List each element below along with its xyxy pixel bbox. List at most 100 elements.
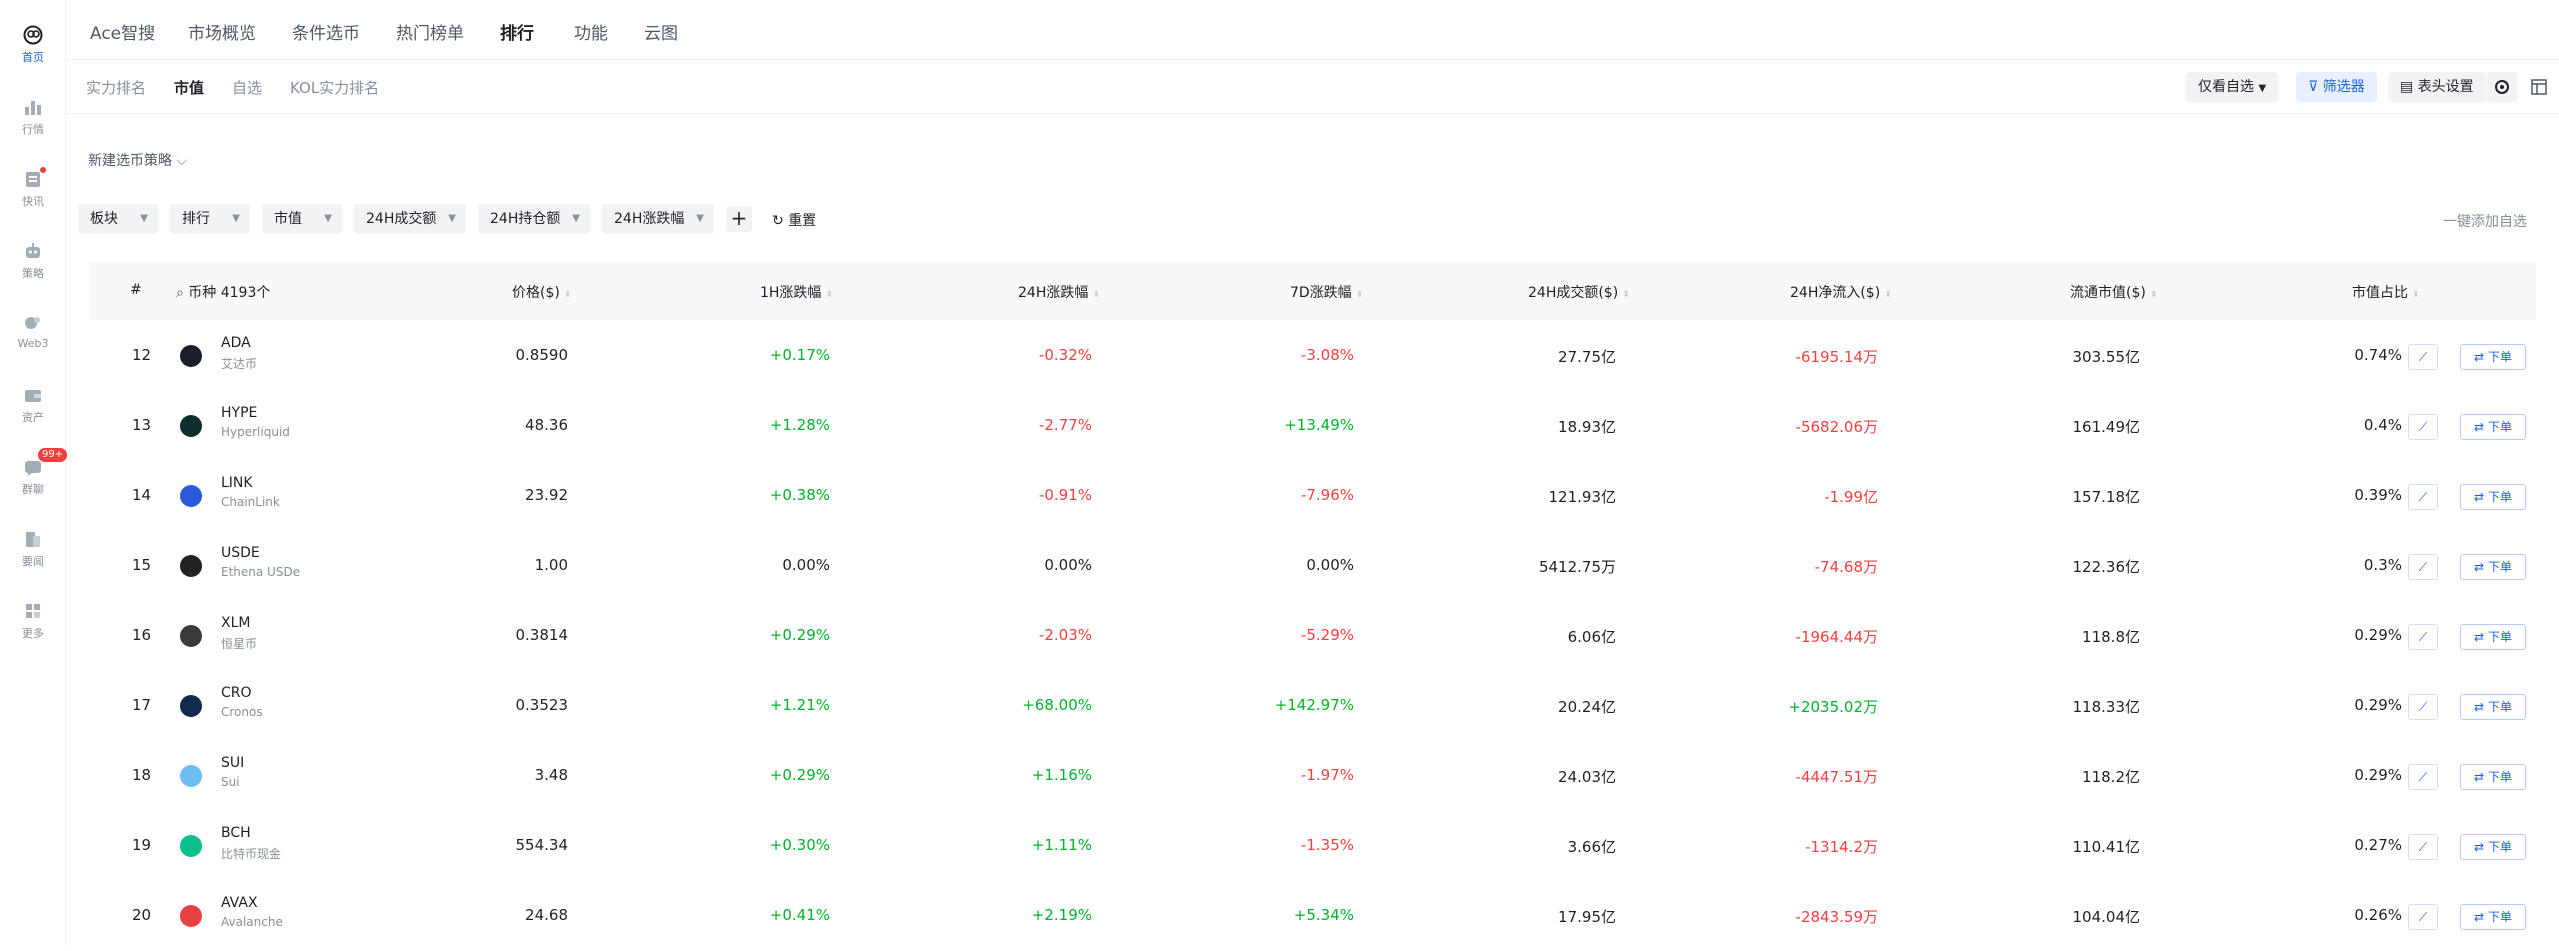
- place-order-button[interactable]: ⇄ 下单: [2460, 764, 2526, 790]
- coin-symbol[interactable]: USDE: [221, 545, 260, 561]
- tab-strength-ranking[interactable]: 实力排名: [86, 79, 147, 97]
- col-1h-change[interactable]: 1H涨跌幅 ⬍: [760, 282, 833, 302]
- filter-rank[interactable]: 排行 ▼: [170, 204, 250, 234]
- place-order-button[interactable]: ⇄ 下单: [2460, 624, 2526, 650]
- rank-cell: 17: [132, 696, 152, 714]
- trend-icon: ⟋: [2418, 840, 2428, 854]
- tab-watchlist[interactable]: 自选: [232, 79, 263, 97]
- place-order-button[interactable]: ⇄ 下单: [2460, 484, 2526, 510]
- col-24h-change[interactable]: 24H涨跌幅 ⬍: [1018, 282, 1100, 302]
- caret-down-icon: ▼: [232, 213, 240, 224]
- col-24h-volume[interactable]: 24H成交额($) ⬍: [1528, 282, 1630, 302]
- nav-hot-lists[interactable]: 热门榜单: [396, 24, 464, 44]
- rail-headlines[interactable]: 要闻: [0, 528, 66, 569]
- place-order-button[interactable]: ⇄ 下单: [2460, 834, 2526, 860]
- settings-button[interactable]: [2487, 72, 2517, 102]
- layout-button[interactable]: [2524, 72, 2554, 102]
- tab-market-cap[interactable]: 市值: [174, 79, 205, 97]
- rail-strategy[interactable]: 策略: [0, 240, 66, 281]
- coin-symbol[interactable]: XLM: [221, 615, 251, 631]
- trend-chart-button[interactable]: ⟋: [2408, 484, 2438, 510]
- coin-symbol[interactable]: LINK: [221, 475, 253, 491]
- trend-chart-button[interactable]: ⟋: [2408, 554, 2438, 580]
- order-label: 下单: [2487, 560, 2512, 574]
- table-row[interactable]: 13 HYPE Hyperliquid 48.36 +1.28% -2.77% +13.49…: [90, 391, 2536, 461]
- col-mcap-share[interactable]: 市值占比 ⬍: [2352, 282, 2420, 302]
- place-order-button[interactable]: ⇄ 下单: [2460, 414, 2526, 440]
- trend-chart-button[interactable]: ⟋: [2408, 624, 2438, 650]
- nav-ranking[interactable]: 排行: [500, 24, 534, 44]
- new-strategy-dropdown[interactable]: 新建选币策略 ⌵: [88, 150, 187, 170]
- rail-assets[interactable]: 资产: [0, 384, 66, 425]
- table-row[interactable]: 20 AVAX Avalanche 24.68 +0.41% +2.19% +5.34% 17…: [90, 881, 2536, 951]
- rail-more[interactable]: 更多: [0, 600, 66, 641]
- inflow-cell: -74.68万: [1814, 558, 1878, 576]
- order-label: 下单: [2487, 700, 2512, 714]
- change-1h-cell: 0.00%: [782, 556, 830, 574]
- coin-symbol[interactable]: CRO: [221, 685, 252, 701]
- table-row[interactable]: 12 ADA 艾达币 0.8590 +0.17% -0.32% -3.08% 27.75亿 -6…: [90, 321, 2536, 391]
- header-settings-button[interactable]: ▤ 表头设置: [2388, 72, 2486, 102]
- rail-chat[interactable]: 99+ 群聊: [0, 448, 68, 497]
- nav-condition-picker[interactable]: 条件选币: [292, 24, 360, 44]
- add-all-watchlist-button[interactable]: 一键添加自选: [2443, 214, 2527, 230]
- change-7d-cell: -3.08%: [1300, 346, 1354, 364]
- coin-symbol[interactable]: AVAX: [221, 895, 258, 911]
- col-price[interactable]: 价格($) ⬍: [512, 282, 571, 302]
- reset-button[interactable]: ↻ 重置: [772, 210, 816, 230]
- order-label: 下单: [2487, 630, 2512, 644]
- add-filter-button[interactable]: +: [726, 206, 752, 232]
- col-24h-inflow[interactable]: 24H净流入($) ⬍: [1790, 282, 1892, 302]
- table-row[interactable]: 18 SUI Sui 3.48 +0.29% +1.16% -1.97% 24.03亿 -444…: [90, 741, 2536, 811]
- home-icon: [23, 25, 43, 45]
- trend-chart-button[interactable]: ⟋: [2408, 904, 2438, 930]
- rail-news[interactable]: 快讯: [0, 167, 66, 209]
- nav-ace-search[interactable]: Ace智搜: [90, 24, 156, 44]
- price-cell: 24.68: [525, 906, 568, 924]
- trend-chart-button[interactable]: ⟋: [2408, 414, 2438, 440]
- coin-symbol[interactable]: SUI: [221, 755, 245, 771]
- trend-chart-button[interactable]: ⟋: [2408, 694, 2438, 720]
- table-row[interactable]: 17 CRO Cronos 0.3523 +1.21% +68.00% +142.97% 20…: [90, 671, 2536, 741]
- nav-market-overview[interactable]: 市场概览: [188, 24, 256, 44]
- search-icon: ⌕: [176, 285, 184, 301]
- table-row[interactable]: 15 USDE Ethena USDe 1.00 0.00% 0.00% 0.00% 5412…: [90, 531, 2536, 601]
- filter-market-cap[interactable]: 市值 ▼: [262, 204, 342, 234]
- mcap-share-cell: 0.29%: [2354, 766, 2402, 784]
- inflow-cell: -2843.59万: [1795, 908, 1878, 926]
- rail-home[interactable]: 首页: [0, 24, 66, 65]
- only-watchlist-dropdown[interactable]: 仅看自选 ▼: [2186, 72, 2279, 102]
- coin-symbol[interactable]: BCH: [221, 825, 251, 841]
- change-24h-cell: +2.19%: [1031, 906, 1092, 924]
- place-order-button[interactable]: ⇄ 下单: [2460, 554, 2526, 580]
- sort-icon: ⬍: [1884, 290, 1892, 300]
- table-row[interactable]: 14 LINK ChainLink 23.92 +0.38% -0.91% -7.96% 12…: [90, 461, 2536, 531]
- trend-chart-button[interactable]: ⟋: [2408, 834, 2438, 860]
- col-coin[interactable]: ⌕ 币种 4193个: [176, 282, 270, 302]
- rail-market[interactable]: 行情: [0, 96, 66, 137]
- filter-sector[interactable]: 板块 ▼: [78, 204, 158, 234]
- volume-cell: 24.03亿: [1558, 768, 1616, 786]
- place-order-button[interactable]: ⇄ 下单: [2460, 904, 2526, 930]
- robot-icon: [26, 243, 40, 258]
- table-row[interactable]: 16 XLM 恒星币 0.3814 +0.29% -2.03% -5.29% 6.06亿 -19…: [90, 601, 2536, 671]
- filter-24h-change[interactable]: 24H涨跌幅 ▼: [602, 204, 714, 234]
- rail-label: 行情: [22, 123, 44, 136]
- coin-symbol[interactable]: ADA: [221, 335, 251, 351]
- trend-chart-button[interactable]: ⟋: [2408, 344, 2438, 370]
- inflow-cell: -5682.06万: [1795, 418, 1878, 436]
- place-order-button[interactable]: ⇄ 下单: [2460, 344, 2526, 370]
- filter-button[interactable]: ⊽ 筛选器: [2296, 72, 2377, 102]
- tab-kol-ranking[interactable]: KOL实力排名: [290, 79, 380, 97]
- table-row[interactable]: 19 BCH 比特币现金 554.34 +0.30% +1.11% -1.35% 3.66亿 -…: [90, 811, 2536, 881]
- rail-web3[interactable]: Web3: [0, 312, 66, 350]
- place-order-button[interactable]: ⇄ 下单: [2460, 694, 2526, 720]
- nav-features[interactable]: 功能: [574, 24, 608, 44]
- col-7d-change[interactable]: 7D涨跌幅 ⬍: [1290, 282, 1363, 302]
- filter-24h-volume[interactable]: 24H成交额 ▼: [354, 204, 466, 234]
- col-circ-mcap[interactable]: 流通市值($) ⬍: [2070, 282, 2157, 302]
- trend-chart-button[interactable]: ⟋: [2408, 764, 2438, 790]
- nav-cloud-map[interactable]: 云图: [644, 24, 678, 44]
- coin-symbol[interactable]: HYPE: [221, 405, 258, 421]
- filter-24h-open-interest[interactable]: 24H持仓额 ▼: [478, 204, 590, 234]
